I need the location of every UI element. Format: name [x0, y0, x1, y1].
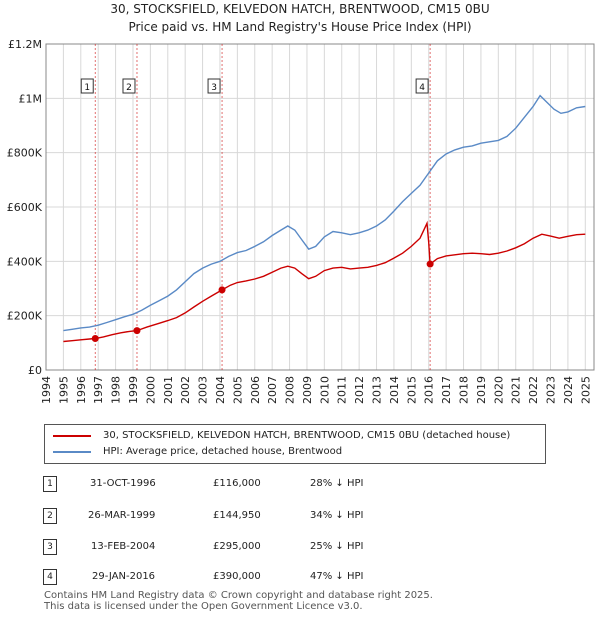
x-tick-label: 2013 [371, 376, 384, 404]
sale-row-2: 2 26-MAR-1999 £144,950 34% ↓ HPI [0, 508, 600, 530]
sale-hpi-diff: 25% ↓ HPI [310, 541, 364, 552]
plot-border [45, 43, 595, 371]
x-tick-label: 2024 [562, 376, 575, 404]
sale-point [133, 327, 141, 335]
x-tick-label: 2007 [266, 376, 279, 404]
sale-marker-label-box [80, 78, 94, 94]
sale-row-1: 1 31-OCT-1996 £116,000 28% ↓ HPI [0, 476, 600, 498]
x-tick-label: 2008 [284, 376, 297, 404]
y-tick-label: £400K [7, 255, 43, 268]
x-tick-label: 1996 [75, 376, 88, 404]
sale-marker-box: 3 [43, 539, 57, 555]
x-tick-label: 2017 [440, 376, 453, 404]
sale-price: £390,000 [213, 571, 261, 582]
y-tick-label: £1M [19, 92, 43, 105]
x-tick-label: 2011 [336, 376, 349, 404]
x-tick-label: 2025 [579, 376, 592, 404]
sale-marker-label-box [415, 78, 429, 94]
sale-point [91, 334, 99, 342]
sale-marker-label: 2 [126, 83, 132, 93]
footer-copyright: Contains HM Land Registry data © Crown c… [44, 590, 433, 601]
sale-date: 26-MAR-1999 [88, 510, 156, 521]
chart-subtitle: Price paid vs. HM Land Registry's House … [128, 20, 472, 34]
sale-marker-box: 1 [43, 476, 57, 492]
sale-hpi-diff: 28% ↓ HPI [310, 478, 364, 489]
legend-swatch-property [53, 435, 91, 437]
property-price-line [63, 220, 586, 343]
legend-label-property: 30, STOCKSFIELD, KELVEDON HATCH, BRENTWO… [103, 430, 511, 441]
sale-point [218, 286, 226, 294]
legend: 30, STOCKSFIELD, KELVEDON HATCH, BRENTWO… [44, 424, 546, 464]
sale-marker-box: 4 [43, 569, 57, 585]
x-tick-label: 2005 [231, 376, 244, 404]
x-tick-label: 2019 [475, 376, 488, 404]
sale-row-3: 3 13-FEB-2004 £295,000 25% ↓ HPI [0, 539, 600, 561]
y-tick-label: £800K [7, 147, 43, 160]
x-tick-label: 2020 [492, 376, 505, 404]
sale-hpi-diff: 47% ↓ HPI [310, 571, 364, 582]
sale-marker-label: 1 [84, 83, 90, 93]
x-tick-label: 2004 [214, 376, 227, 404]
chart-title: 30, STOCKSFIELD, KELVEDON HATCH, BRENTWO… [110, 2, 490, 16]
x-tick-label: 2001 [162, 376, 175, 404]
sale-date: 31-OCT-1996 [90, 478, 156, 489]
sale-price: £116,000 [213, 478, 261, 489]
sale-row-4: 4 29-JAN-2016 £390,000 47% ↓ HPI [0, 569, 600, 591]
x-tick-label: 1995 [57, 376, 70, 404]
hpi-line [63, 94, 586, 332]
x-tick-label: 2003 [197, 376, 210, 404]
x-tick-label: 2021 [510, 376, 523, 404]
sale-price: £144,950 [213, 510, 261, 521]
x-tick-label: 2016 [423, 376, 436, 404]
sale-marker-box: 2 [43, 508, 57, 524]
x-tick-label: 1994 [40, 376, 53, 404]
sale-date: 29-JAN-2016 [92, 571, 156, 582]
y-tick-label: £1.2M [8, 38, 42, 51]
y-tick-label: £0 [28, 364, 42, 377]
legend-label-hpi: HPI: Average price, detached house, Bren… [103, 446, 343, 457]
sale-marker-label: 4 [419, 83, 425, 93]
x-tick-label: 2000 [144, 376, 157, 404]
y-tick-label: £600K [7, 201, 43, 214]
footer-licence: This data is licensed under the Open Gov… [44, 601, 363, 612]
sale-date: 13-FEB-2004 [91, 541, 156, 552]
sale-marker-label: 3 [211, 83, 217, 93]
chart-area: £0 £200K £400K £600K £800K £1M £1.2M 1994 1995 19… [7, 38, 595, 404]
x-tick-label: 2010 [318, 376, 331, 404]
x-tick-label: 2014 [388, 376, 401, 404]
sale-price: £295,000 [213, 541, 261, 552]
x-tick-label: 2023 [545, 376, 558, 404]
sale-point [426, 260, 434, 268]
sale-marker-label-box [122, 78, 136, 94]
x-tick-label: 2012 [353, 376, 366, 404]
footer: Contains HM Land Registry data © Crown c… [44, 590, 433, 612]
x-tick-label: 2002 [179, 376, 192, 404]
x-tick-label: 1997 [92, 376, 105, 404]
x-tick-label: 2015 [405, 376, 418, 404]
x-tick-label: 2018 [458, 376, 471, 404]
legend-swatch-hpi [53, 451, 91, 453]
x-tick-label: 2022 [527, 376, 540, 404]
x-tick-label: 2009 [301, 376, 314, 404]
sale-marker-label-box [207, 78, 221, 94]
x-tick-label: 1998 [110, 376, 123, 404]
sale-hpi-diff: 34% ↓ HPI [310, 510, 364, 521]
x-tick-label: 2006 [249, 376, 262, 404]
x-tick-label: 1999 [127, 376, 140, 404]
y-tick-label: £200K [7, 310, 43, 323]
